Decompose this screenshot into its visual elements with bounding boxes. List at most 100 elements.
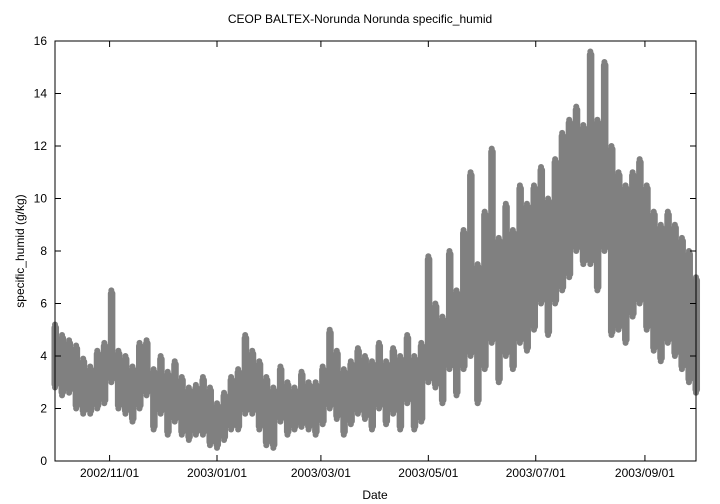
data-range-band — [460, 230, 468, 370]
data-point — [460, 366, 467, 373]
data-point — [340, 431, 347, 438]
data-point — [319, 363, 326, 370]
data-point — [643, 182, 650, 189]
data-point — [552, 156, 559, 163]
data-point — [636, 300, 643, 307]
data-point — [115, 405, 122, 412]
data-point — [242, 410, 249, 417]
data-point — [488, 145, 495, 152]
data-point — [390, 410, 397, 417]
data-range-band — [572, 106, 581, 251]
data-point — [66, 389, 73, 396]
data-point — [270, 444, 277, 451]
x-tick-label: 2003/01/01 — [187, 466, 247, 480]
data-point — [101, 400, 108, 407]
data-point — [446, 248, 453, 254]
data-point — [66, 337, 73, 344]
data-point — [671, 353, 678, 359]
data-point — [509, 227, 516, 233]
y-tick-label: 12 — [34, 139, 48, 153]
data-point — [545, 195, 552, 202]
data-point — [108, 287, 115, 294]
data-range-band — [298, 371, 306, 427]
data-point — [587, 261, 594, 268]
data-point — [580, 122, 587, 128]
data-point — [439, 400, 446, 407]
data-point — [559, 129, 566, 136]
data-point — [629, 169, 636, 176]
data-point — [594, 287, 601, 294]
data-point — [453, 392, 460, 399]
data-point — [228, 426, 235, 433]
data-range-band — [438, 316, 447, 404]
data-point — [580, 261, 587, 268]
data-point — [545, 332, 552, 338]
x-axis-label: Date — [362, 488, 388, 502]
data-point — [488, 339, 495, 346]
data-range-band — [671, 224, 679, 356]
data-point — [171, 418, 178, 425]
data-point — [221, 437, 228, 443]
data-point — [122, 410, 129, 417]
x-tick-label: 2003/07/01 — [506, 466, 566, 480]
data-point — [312, 431, 319, 438]
data-point — [523, 347, 530, 354]
data-point — [178, 374, 185, 380]
data-point — [277, 363, 284, 370]
data-point — [615, 326, 622, 333]
data-range-band — [495, 237, 503, 383]
data-point — [657, 358, 664, 365]
data-point — [404, 332, 411, 338]
data-point — [284, 379, 291, 386]
data-point — [383, 421, 390, 428]
data-range-band — [523, 203, 531, 351]
data-point — [185, 384, 192, 391]
data-point — [552, 300, 559, 307]
data-point — [425, 253, 432, 260]
data-point — [685, 248, 692, 254]
data-range-band — [241, 335, 250, 414]
data-point — [347, 421, 354, 428]
data-point — [326, 326, 333, 333]
data-range-band — [502, 203, 510, 356]
data-point — [256, 358, 263, 365]
data-range-band — [206, 387, 214, 446]
data-range-band — [467, 172, 475, 356]
data-range-band — [452, 290, 461, 396]
data-point — [59, 392, 66, 399]
data-range-band — [185, 387, 193, 440]
data-range-band — [248, 350, 257, 414]
data-point — [368, 358, 375, 365]
data-point — [185, 437, 192, 443]
data-point — [495, 379, 502, 386]
data-point — [566, 274, 573, 281]
x-tick-label: 2003/09/01 — [615, 466, 675, 480]
y-tick-label: 0 — [40, 454, 47, 468]
data-range-band — [481, 211, 489, 370]
data-range-band — [678, 237, 686, 370]
data-point — [192, 381, 199, 388]
data-point — [143, 392, 150, 399]
data-point — [538, 300, 545, 307]
data-range-band — [551, 159, 560, 304]
data-point — [664, 208, 671, 215]
data-point — [530, 326, 537, 333]
data-point — [101, 339, 108, 346]
data-point — [298, 368, 305, 375]
data-point — [376, 339, 383, 346]
data-point — [502, 200, 509, 207]
data-point — [559, 287, 566, 294]
data-point — [80, 410, 87, 417]
data-point — [530, 182, 537, 189]
data-range-band — [636, 159, 644, 304]
data-point — [594, 116, 601, 123]
data-point — [129, 363, 136, 370]
data-point — [418, 418, 425, 425]
data-point — [664, 339, 671, 346]
data-range-band — [544, 198, 553, 335]
data-point — [305, 426, 312, 433]
data-point — [615, 169, 622, 176]
data-point — [657, 221, 664, 228]
data-range-band — [664, 211, 672, 343]
data-point — [368, 426, 375, 433]
